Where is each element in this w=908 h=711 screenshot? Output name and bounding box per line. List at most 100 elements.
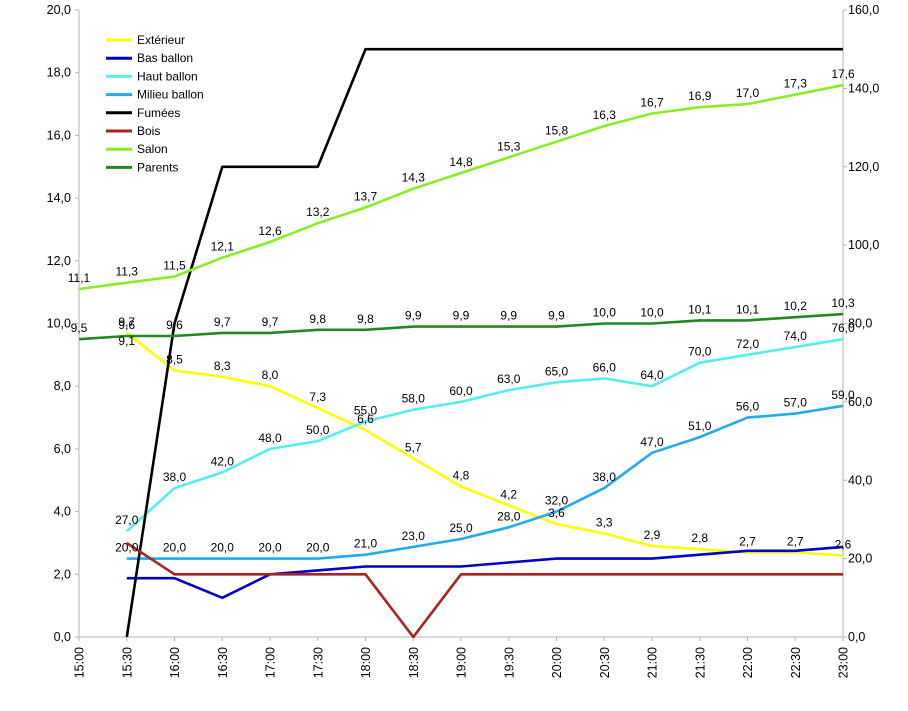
data-label-haut-ballon: 74,0 [784, 329, 808, 343]
data-label-salon: 15,8 [545, 124, 569, 138]
y-right-tick-label: 160,0 [848, 3, 879, 17]
data-label-parents: 9,9 [453, 309, 470, 323]
data-label-haut-ballon: 64,0 [640, 368, 664, 382]
y-left-tick-label: 14,0 [47, 191, 71, 205]
y-right-tick-label: 40,0 [848, 473, 872, 487]
data-label-ext-rieur: 3,6 [548, 506, 565, 520]
data-label-milieu-ballon: 51,0 [688, 419, 712, 433]
data-label-salon: 17,0 [736, 86, 760, 100]
x-tick-label: 18:00 [359, 647, 373, 678]
data-label-parents: 10,3 [831, 296, 855, 310]
data-label-parents: 9,9 [500, 309, 517, 323]
data-label-milieu-ballon: 47,0 [640, 435, 664, 449]
y-right-tick-label: 120,0 [848, 160, 879, 174]
legend-item: Fumées [106, 106, 180, 120]
data-label-salon: 11,1 [68, 271, 91, 285]
data-label-salon: 14,8 [449, 155, 473, 169]
x-tick-label: 15:00 [73, 647, 87, 678]
data-label-parents: 10,0 [640, 306, 664, 320]
data-label-ext-rieur: 4,8 [453, 469, 470, 483]
data-label-milieu-ballon: 20,0 [258, 541, 282, 555]
data-label-salon: 11,3 [116, 265, 139, 279]
x-tick-label: 15:30 [120, 647, 134, 678]
y-right-tick-label: 0,0 [848, 630, 865, 644]
x-tick-label: 21:00 [646, 647, 660, 678]
y-right-tick-label: 80,0 [848, 317, 872, 331]
data-label-extra: 9,1 [118, 334, 135, 348]
data-label-ext-rieur: 9,7 [118, 315, 135, 329]
data-label-salon: 17,3 [784, 77, 808, 91]
data-label-milieu-ballon: 56,0 [736, 400, 760, 414]
x-tick-label: 21:30 [693, 647, 707, 678]
legend-label: Salon [137, 142, 168, 156]
data-label-milieu-ballon: 57,0 [784, 396, 808, 410]
data-label-milieu-ballon: 20,0 [115, 541, 139, 555]
data-label-parents: 9,8 [309, 312, 326, 326]
y-left-tick-label: 10,0 [47, 317, 71, 331]
data-label-haut-ballon: 55,0 [354, 403, 378, 417]
legend-label: Parents [137, 160, 178, 174]
legend-label: Fumées [137, 106, 180, 120]
data-label-haut-ballon: 50,0 [306, 423, 330, 437]
y-right-tick-label: 20,0 [848, 552, 872, 566]
data-label-parents: 10,2 [784, 299, 808, 313]
y-right-tick-label: 100,0 [848, 238, 879, 252]
legend-item: Bas ballon [106, 51, 193, 65]
data-label-ext-rieur: 5,7 [405, 440, 422, 454]
x-tick-label: 20:30 [598, 647, 612, 678]
data-label-ext-rieur: 8,3 [214, 359, 231, 373]
x-tick-label: 22:30 [789, 647, 803, 678]
data-label-ext-rieur: 2,7 [739, 534, 756, 548]
x-tick-label: 20:00 [550, 647, 564, 678]
data-label-haut-ballon: 63,0 [497, 372, 521, 386]
legend: Extérieur Bas ballon Haut ballon Milieu bal… [106, 33, 204, 174]
data-label-salon: 12,1 [211, 240, 235, 254]
legend-item: Extérieur [106, 33, 185, 47]
y-left-tick-label: 0,0 [54, 630, 71, 644]
data-label-salon: 16,7 [640, 95, 664, 109]
data-label-haut-ballon: 60,0 [449, 384, 473, 398]
y-left-tick-label: 6,0 [54, 442, 71, 456]
x-tick-label: 17:00 [264, 647, 278, 678]
data-label-salon: 15,3 [497, 139, 521, 153]
legend-item: Salon [106, 142, 168, 156]
data-label-parents: 9,9 [405, 309, 422, 323]
data-label-milieu-ballon: 32,0 [545, 494, 569, 508]
data-label-parents: 9,7 [262, 315, 279, 329]
x-tick-label: 18:30 [407, 647, 421, 678]
data-label-milieu-ballon: 20,0 [211, 541, 235, 555]
data-label-parents: 10,0 [593, 306, 617, 320]
legend-label: Extérieur [137, 33, 185, 47]
y-left-tick-label: 20,0 [47, 3, 71, 17]
legend-item: Haut ballon [106, 69, 198, 83]
x-tick-label: 17:30 [311, 647, 325, 678]
axes: 0,0 2,0 4,0 6,0 8,0 10,0 12,0 14,0 16,0 18,0 20,0 0… [47, 3, 880, 678]
data-label-haut-ballon: 76,0 [831, 321, 855, 335]
data-label-ext-rieur: 6,6 [357, 412, 374, 426]
x-tick-label: 16:30 [216, 647, 230, 678]
legend-item: Milieu ballon [106, 88, 204, 102]
data-label-haut-ballon: 72,0 [736, 337, 760, 351]
data-label-parents: 9,6 [118, 318, 135, 332]
data-label-milieu-ballon: 25,0 [449, 521, 473, 535]
series-lines [78, 47, 844, 639]
series-line-salon [78, 83, 844, 291]
series-line-ext-rieur [125, 331, 844, 557]
data-label-haut-ballon: 70,0 [688, 345, 712, 359]
data-label-parents: 9,7 [214, 315, 231, 329]
data-label-parents: 9,5 [71, 321, 88, 335]
y-left-tick-label: 16,0 [47, 128, 71, 142]
data-label-haut-ballon: 66,0 [593, 360, 617, 374]
data-label-salon: 13,7 [354, 190, 378, 204]
y-right-tick-label: 140,0 [848, 81, 879, 95]
data-label-haut-ballon: 42,0 [211, 454, 235, 468]
x-tick-label: 23:00 [837, 647, 851, 678]
data-label-parents: 9,6 [166, 318, 183, 332]
series-line-fum-es [125, 47, 843, 638]
data-label-ext-rieur: 7,3 [309, 390, 326, 404]
series-line-haut-ballon [125, 337, 844, 533]
data-label-haut-ballon: 38,0 [163, 470, 187, 484]
data-label-milieu-ballon: 38,0 [593, 470, 617, 484]
data-label-parents: 9,9 [548, 309, 565, 323]
